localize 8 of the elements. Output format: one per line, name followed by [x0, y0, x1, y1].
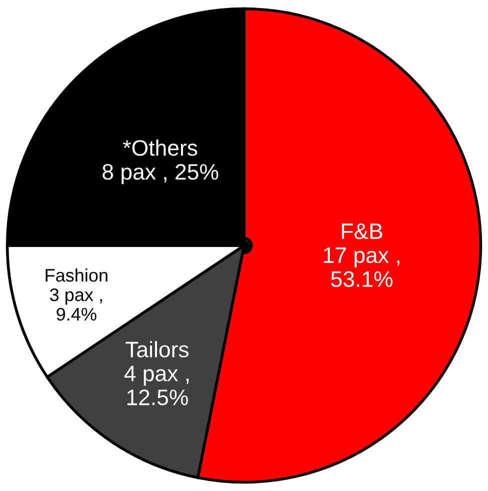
slice-label: Fashion: [46, 268, 108, 282]
data-label: 17 pax , 53.1%: [324, 248, 400, 287]
data-label: 8 pax , 25%: [102, 164, 218, 184]
data-label: 4 pax , 12.5%: [124, 366, 189, 406]
data-label: 3 pax , 9.4%: [50, 288, 102, 321]
slice-label: F&B: [342, 224, 382, 240]
slice-label: *Others: [123, 139, 198, 156]
slice-label: Tailors: [126, 341, 189, 358]
